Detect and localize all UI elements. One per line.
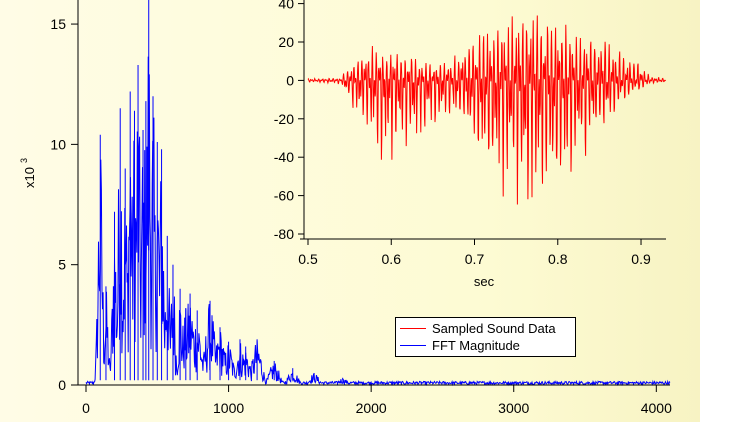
legend: Sampled Sound Data FFT Magnitude xyxy=(395,317,576,357)
legend-item-sound: Sampled Sound Data xyxy=(400,320,571,337)
inset-y-tick-label-4: 0 xyxy=(286,72,294,88)
legend-swatch-fft xyxy=(400,345,426,346)
inset-y-tick-label-6: 40 xyxy=(278,0,294,12)
fft-x-tick-label-2: 2000 xyxy=(356,400,387,416)
fft-y-tick-label-1: 5 xyxy=(58,257,66,273)
legend-swatch-sound xyxy=(400,328,426,329)
legend-label-sound: Sampled Sound Data xyxy=(432,321,556,336)
fft-magnitude-line xyxy=(85,56,671,387)
inset-y-tick-label-5: 20 xyxy=(278,34,294,50)
fft-y-tick-label-2: 10 xyxy=(50,136,66,152)
inset-x-tick-label-3: 0.8 xyxy=(548,251,568,267)
sound-data-line xyxy=(307,15,666,205)
inset-y-tick-label-0: -80 xyxy=(274,226,294,242)
legend-label-fft: FFT Magnitude xyxy=(432,338,520,353)
inset-y-tick-label-1: -60 xyxy=(274,188,294,204)
inset-x-tick-label-1: 0.6 xyxy=(382,251,402,267)
fft-y-tick-label-3: 15 xyxy=(50,16,66,32)
inset-chart: 0.5 0.6 0.7 0.8 0.9 -80 -60 -40 -20 0 20 40 sec xyxy=(274,0,666,289)
fft-y-tick-label-0: 0 xyxy=(58,377,66,393)
inset-x-tick-label-2: 0.7 xyxy=(465,251,485,267)
inset-x-axis-label: sec xyxy=(474,274,495,289)
fft-x-tick-label-0: 0 xyxy=(82,400,90,416)
fft-y-multiplier-exponent: 3 xyxy=(19,158,29,163)
inset-x-tick-label-4: 0.9 xyxy=(631,251,651,267)
inset-x-tick-label-0: 0.5 xyxy=(298,251,318,267)
inset-y-tick-label-3: -20 xyxy=(274,111,294,127)
fft-x-tick-label-1: 1000 xyxy=(213,400,244,416)
legend-item-fft: FFT Magnitude xyxy=(400,337,571,354)
fft-y-multiplier-label: x10 xyxy=(22,167,37,188)
fft-x-tick-label-3: 3000 xyxy=(498,400,529,416)
fft-x-tick-label-4: 4000 xyxy=(641,400,672,416)
inset-y-tick-label-2: -40 xyxy=(274,149,294,165)
